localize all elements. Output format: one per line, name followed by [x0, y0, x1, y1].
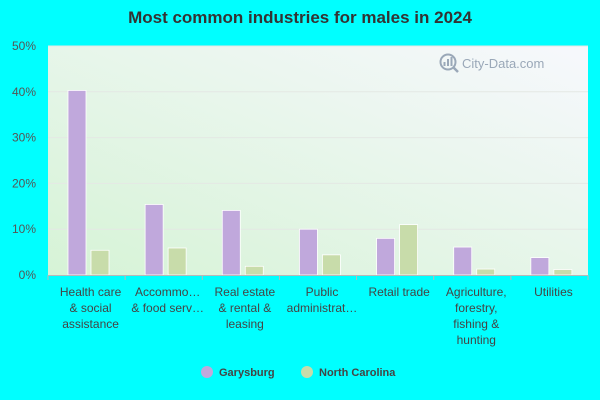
bar-north-carolina — [476, 268, 496, 276]
bar-garysburg — [453, 246, 473, 276]
chart-title: Most common industries for males in 2024 — [128, 8, 472, 27]
x-tick-label: Agriculture, forestry, fishing & hunting — [446, 285, 507, 347]
bar-north-carolina — [322, 254, 341, 276]
bar-garysburg — [67, 90, 87, 276]
bar-north-carolina — [244, 265, 264, 276]
plot-area — [48, 46, 588, 275]
x-axis: Health care & social assistance Accommo… & f… — [47, 275, 589, 347]
gridlines — [48, 45, 588, 230]
legend: Garysburg North Carolina — [201, 366, 396, 379]
x-tick-label: Real estate & rental & leasing — [215, 285, 276, 331]
x-tick-label: Utilities — [534, 285, 573, 299]
bar-garysburg — [144, 204, 164, 276]
bar-garysburg — [376, 237, 395, 276]
y-tick-label: 30% — [12, 131, 36, 145]
bar-garysburg — [530, 257, 550, 276]
y-tick-label: 50% — [12, 39, 36, 53]
x-tick-label: Health care & social assistance — [60, 285, 122, 331]
bar-north-carolina — [399, 224, 418, 276]
bar-garysburg — [221, 210, 241, 276]
bar-north-carolina — [553, 269, 573, 276]
x-tick-label: Retail trade — [368, 285, 430, 299]
x-tick-label: Public administrat… — [287, 285, 358, 315]
bar-garysburg — [299, 228, 318, 276]
y-tick-label: 0% — [19, 268, 37, 282]
y-tick-label: 40% — [12, 85, 36, 99]
legend-label: North Carolina — [319, 367, 396, 379]
y-tick-label: 20% — [12, 176, 36, 190]
watermark: City-Data.com — [439, 53, 544, 73]
bar-north-carolina — [167, 247, 187, 276]
bar-north-carolina — [90, 249, 110, 276]
y-tick-label: 10% — [12, 222, 36, 236]
legend-swatch — [201, 366, 213, 378]
legend-swatch — [301, 366, 313, 378]
y-axis: 0% 10% 20% 30% 40% 50% — [12, 39, 36, 282]
legend-label: Garysburg — [219, 367, 275, 379]
x-tick-label: Accommo… & food serv… — [131, 285, 204, 315]
magnifier-bars-icon — [439, 53, 459, 73]
watermark-text: City-Data.com — [462, 56, 544, 71]
